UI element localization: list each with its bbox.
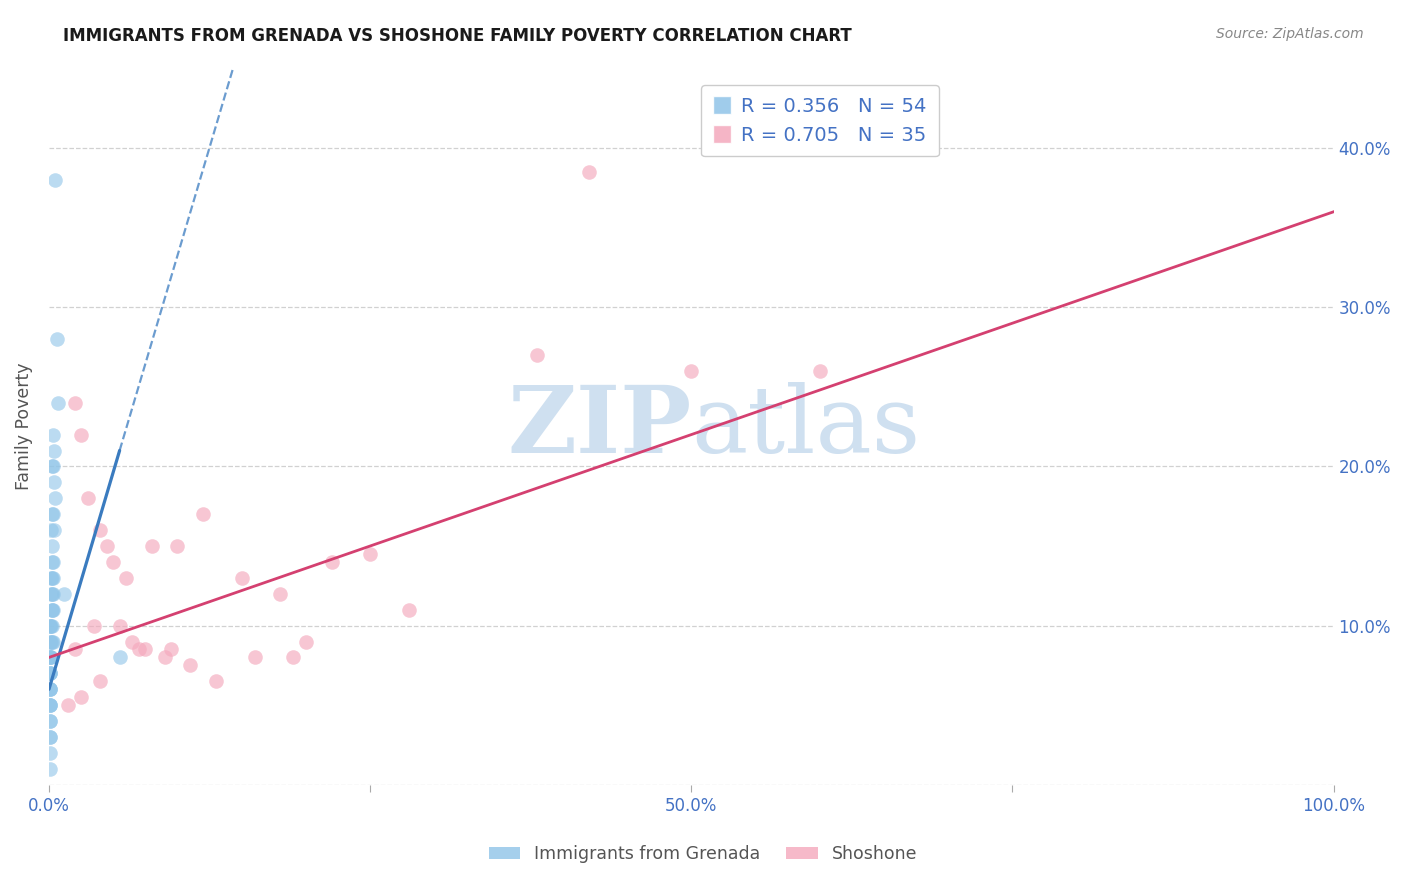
Point	[39, 682, 62, 697]
Point	[63, 642, 86, 657]
Point	[41, 571, 63, 585]
Point	[108, 650, 131, 665]
Point	[44, 173, 66, 187]
Point	[39, 714, 62, 728]
Point	[39, 698, 62, 713]
Point	[179, 658, 201, 673]
Point	[808, 364, 831, 378]
Point	[39, 618, 62, 632]
Point	[205, 674, 228, 689]
Point	[45, 332, 67, 346]
Point	[39, 762, 62, 776]
Point	[39, 730, 62, 744]
Point	[41, 618, 63, 632]
Point	[526, 348, 548, 362]
Point	[121, 634, 143, 648]
Point	[39, 618, 62, 632]
Point	[134, 642, 156, 657]
Point	[70, 427, 93, 442]
Point	[39, 730, 62, 744]
Legend: Immigrants from Grenada, Shoshone: Immigrants from Grenada, Shoshone	[482, 838, 924, 870]
Point	[231, 571, 253, 585]
Point	[42, 507, 65, 521]
Point	[89, 674, 111, 689]
Point	[128, 642, 150, 657]
Point	[41, 634, 63, 648]
Text: atlas: atlas	[692, 382, 921, 472]
Point	[191, 507, 214, 521]
Point	[46, 396, 69, 410]
Point	[39, 634, 62, 648]
Point	[41, 602, 63, 616]
Point	[42, 443, 65, 458]
Point	[39, 698, 62, 713]
Point	[70, 690, 93, 705]
Point	[39, 650, 62, 665]
Point	[39, 666, 62, 681]
Point	[681, 364, 703, 378]
Point	[42, 571, 65, 585]
Point	[41, 587, 63, 601]
Point	[359, 547, 381, 561]
Point	[63, 396, 86, 410]
Point	[41, 459, 63, 474]
Point	[39, 746, 62, 760]
Point	[39, 650, 62, 665]
Point	[269, 587, 291, 601]
Point	[42, 427, 65, 442]
Point	[58, 698, 80, 713]
Point	[153, 650, 176, 665]
Point	[89, 523, 111, 537]
Point	[83, 618, 105, 632]
Point	[39, 634, 62, 648]
Point	[321, 555, 343, 569]
Point	[42, 459, 65, 474]
Text: IMMIGRANTS FROM GRENADA VS SHOSHONE FAMILY POVERTY CORRELATION CHART: IMMIGRANTS FROM GRENADA VS SHOSHONE FAMI…	[63, 27, 852, 45]
Legend: R = 0.356   N = 54, R = 0.705   N = 35: R = 0.356 N = 54, R = 0.705 N = 35	[700, 86, 939, 156]
Point	[42, 555, 65, 569]
Point	[39, 523, 62, 537]
Point	[115, 571, 138, 585]
Text: ZIP: ZIP	[508, 382, 692, 472]
Point	[41, 507, 63, 521]
Point	[41, 602, 63, 616]
Point	[281, 650, 304, 665]
Point	[96, 539, 118, 553]
Point	[41, 555, 63, 569]
Point	[39, 587, 62, 601]
Point	[243, 650, 266, 665]
Point	[39, 666, 62, 681]
Point	[103, 555, 125, 569]
Point	[39, 682, 62, 697]
Point	[42, 602, 65, 616]
Point	[39, 571, 62, 585]
Point	[141, 539, 163, 553]
Point	[42, 475, 65, 490]
Point	[108, 618, 131, 632]
Point	[76, 491, 98, 506]
Text: Source: ZipAtlas.com: Source: ZipAtlas.com	[1216, 27, 1364, 41]
Point	[39, 650, 62, 665]
Point	[39, 682, 62, 697]
Point	[166, 539, 188, 553]
Point	[39, 698, 62, 713]
Point	[39, 714, 62, 728]
Point	[160, 642, 183, 657]
Point	[42, 523, 65, 537]
Y-axis label: Family Poverty: Family Poverty	[15, 363, 32, 491]
Point	[398, 602, 420, 616]
Point	[295, 634, 318, 648]
Point	[41, 539, 63, 553]
Point	[53, 587, 76, 601]
Point	[39, 650, 62, 665]
Point	[578, 165, 600, 179]
Point	[42, 634, 65, 648]
Point	[39, 618, 62, 632]
Point	[42, 587, 65, 601]
Point	[44, 491, 66, 506]
Point	[39, 666, 62, 681]
